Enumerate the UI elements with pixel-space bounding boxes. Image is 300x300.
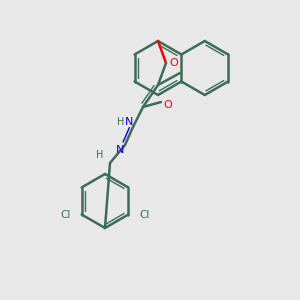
Text: O: O — [169, 58, 178, 68]
Text: N: N — [125, 117, 133, 127]
Text: O: O — [164, 100, 172, 110]
Text: Cl: Cl — [60, 209, 71, 220]
Text: H: H — [96, 150, 104, 160]
Text: N: N — [116, 145, 124, 155]
Text: Cl: Cl — [139, 209, 150, 220]
Text: H: H — [117, 117, 125, 127]
